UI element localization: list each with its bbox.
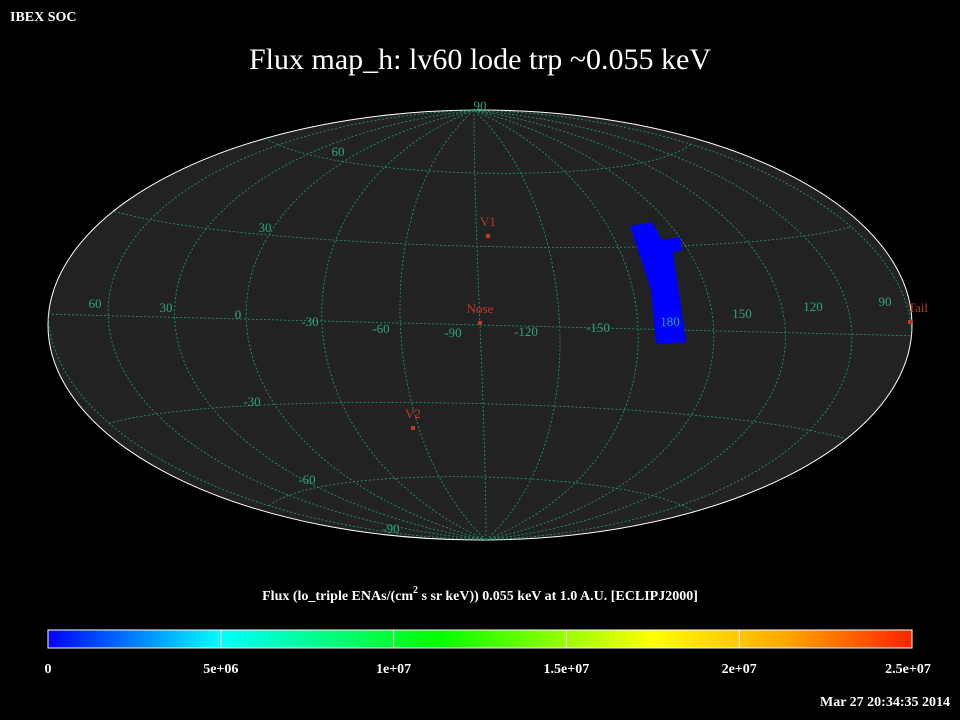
grid [48, 110, 912, 540]
colorbar-tick-label: 0 [45, 662, 52, 677]
org-label: IBEX SOC [10, 10, 77, 25]
lon-label: 120 [803, 299, 823, 314]
lon-label: 150 [732, 306, 752, 321]
marker-dot [908, 320, 912, 324]
marker-label: V1 [480, 214, 496, 229]
colorbar [47, 629, 913, 649]
marker-label: Nose [467, 301, 494, 316]
meridian [473, 110, 639, 540]
marker-label: Tail [908, 300, 928, 315]
flux-region [630, 222, 686, 344]
timestamp: Mar 27 20:34:35 2014 [820, 695, 950, 710]
lon-label: 60 [89, 296, 102, 311]
lon-label: -60 [372, 321, 389, 336]
meridian [107, 110, 487, 540]
meridian [473, 110, 561, 540]
lat-label: 60 [332, 144, 345, 159]
colorbar-title-sup: 2 [413, 585, 418, 596]
colorbar-title: Flux (lo_triple ENAs/(cm2 s sr keV)) 0.0… [262, 585, 698, 604]
lat-label: -30 [243, 394, 260, 409]
lon-label: -30 [301, 314, 318, 329]
parallel [108, 402, 858, 443]
parallel [102, 207, 852, 248]
colorbar-title-part: Flux (lo_triple ENAs/(cm [262, 589, 413, 604]
marker-dot [478, 321, 482, 325]
lon-label: 90 [879, 294, 892, 309]
lon-label: -120 [514, 324, 538, 339]
lat-label: -60 [298, 472, 315, 487]
lon-label: 0 [235, 307, 242, 322]
lon-label: 180 [660, 314, 680, 329]
colorbar-tick-label: 5e+06 [203, 662, 238, 677]
colorbar-title-part: s sr keV)) 0.055 keV at 1.0 A.U. [ECLIPJ… [418, 589, 698, 604]
marker-dot [486, 234, 490, 238]
parallel [268, 476, 702, 517]
map-title: Flux map_h: lv60 lode trp ~0.055 keV [249, 43, 711, 76]
lon-label: -150 [586, 320, 610, 335]
colorbar-tick-label: 1e+07 [376, 662, 411, 677]
lon-label: 30 [160, 300, 173, 315]
colorbar-ticks: 0 5e+06 1e+07 1.5e+07 2e+07 2.5e+07 [45, 630, 931, 677]
lon-label: -90 [444, 325, 461, 340]
colorbar-tick-label: 2e+07 [722, 662, 757, 677]
colorbar-tick-label: 2.5e+07 [885, 662, 931, 677]
lat-label: 30 [259, 220, 272, 235]
colorbar-tick-label: 1.5e+07 [544, 662, 590, 677]
marker-label: V2 [405, 406, 421, 421]
marker-dot [411, 426, 415, 430]
lat-label: 90 [474, 98, 487, 113]
grid-labels: 90 60 30 -30 -60 -90 60 30 0 -30 -60 -90 -120 -150 180… [89, 98, 929, 536]
parallel [258, 133, 692, 174]
lat-label: -90 [382, 521, 399, 536]
